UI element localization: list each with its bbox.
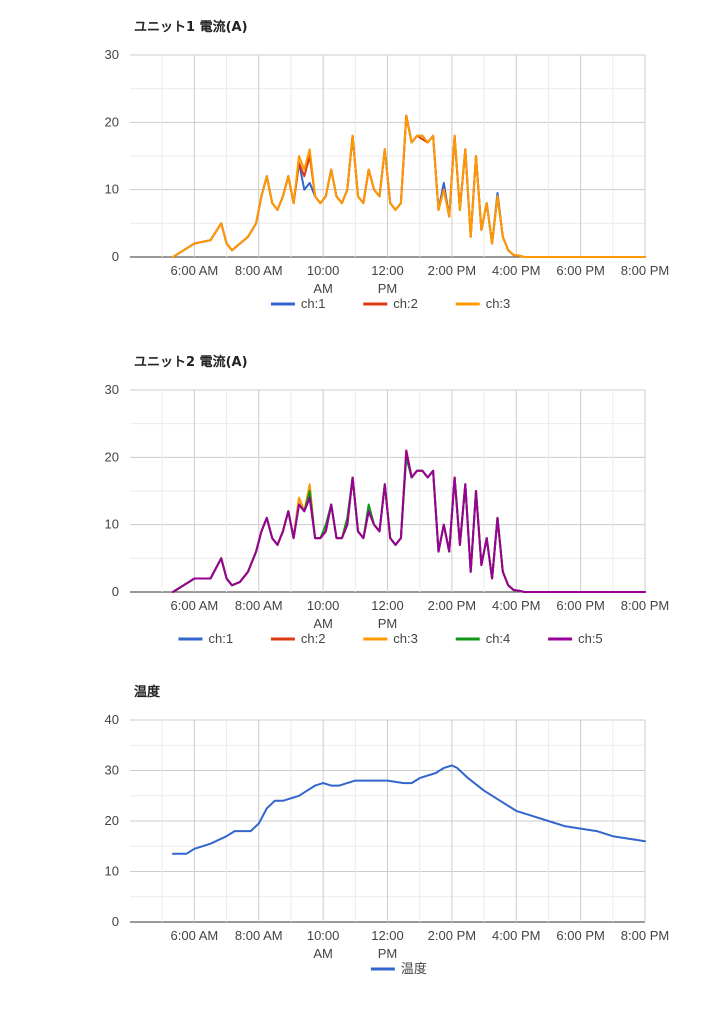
y-tick-label: 20: [105, 114, 119, 129]
y-tick-label: 0: [112, 914, 119, 929]
chart-title: ユニット2 電流(A): [134, 355, 248, 370]
x-tick-label: 8:00 AM: [235, 263, 283, 278]
chart-svg: 0 10 20 30 6:00 AM 8:00 AM 10:00 AM 12:00 PM 2:00 …: [105, 382, 670, 646]
y-tick-label: 20: [105, 449, 119, 464]
chart-unit1-current: ユニット1 電流(A) 0 10 20 30 6:00 AM 8:00 AM 10:00 AM…: [0, 0, 718, 330]
chart-title: ユニット1 電流(A): [134, 20, 248, 35]
x-tick-label: 8:00 PM: [621, 928, 669, 943]
legend-label[interactable]: 温度: [401, 961, 427, 976]
legend-label[interactable]: ch:1: [301, 296, 326, 311]
chart-temperature: 温度 0 10 20 30 40 6:00 AM 8:00 AM 10:00 AM 12:00 PM…: [0, 665, 718, 995]
legend-label[interactable]: ch:2: [393, 296, 418, 311]
y-tick-label: 10: [105, 182, 119, 197]
x-tick-label: 6:00 AM: [171, 263, 219, 278]
legend-label[interactable]: ch:2: [301, 631, 326, 646]
series-line-ch5: [171, 449, 646, 593]
x-tick-label: 2:00 PM: [428, 263, 476, 278]
x-tick-label: 12:00 PM: [371, 263, 404, 296]
y-tick-label: 30: [105, 763, 119, 778]
series-line-ch1: [171, 449, 646, 593]
legend-label[interactable]: ch:3: [393, 631, 418, 646]
y-tick-label: 0: [112, 249, 119, 264]
series-line-ch1: [171, 114, 646, 258]
chart-svg: 0 10 20 30 40 6:00 AM 8:00 AM 10:00 AM 12:00 PM 2:0…: [105, 712, 670, 976]
series-line-ch2: [171, 114, 646, 258]
y-tick-label: 20: [105, 813, 119, 828]
x-tick-label: 4:00 PM: [492, 263, 540, 278]
y-tick-label: 40: [105, 712, 119, 727]
series-line-temp: [171, 764, 646, 855]
x-tick-label: 8:00 AM: [235, 598, 283, 613]
x-tick-label: 6:00 PM: [556, 928, 604, 943]
x-tick-label: 2:00 PM: [428, 598, 476, 613]
y-tick-label: 30: [105, 382, 119, 397]
x-tick-label: 10:00 AM: [307, 598, 340, 631]
chart-title: 温度: [134, 685, 161, 700]
chart-unit2-current: ユニット2 電流(A) 0 10 20 30 6:00 AM 8:00 AM 10:00 AM…: [0, 335, 718, 665]
x-tick-label: 4:00 PM: [492, 598, 540, 613]
x-tick-label: 8:00 AM: [235, 928, 283, 943]
x-tick-label: 6:00 PM: [556, 263, 604, 278]
y-tick-label: 30: [105, 47, 119, 62]
series-line-ch3: [171, 114, 646, 258]
series-line-ch2: [171, 449, 646, 593]
y-tick-label: 10: [105, 864, 119, 879]
legend-label[interactable]: ch:4: [486, 631, 511, 646]
y-tick-label: 10: [105, 517, 119, 532]
series-line-ch3: [171, 449, 646, 593]
x-tick-label: 6:00 AM: [171, 928, 219, 943]
x-tick-label: 8:00 PM: [621, 263, 669, 278]
x-tick-label: 4:00 PM: [492, 928, 540, 943]
legend-label[interactable]: ch:5: [578, 631, 603, 646]
x-tick-label: 6:00 AM: [171, 598, 219, 613]
x-tick-label: 6:00 PM: [556, 598, 604, 613]
y-tick-label: 0: [112, 584, 119, 599]
legend-label[interactable]: ch:3: [486, 296, 511, 311]
x-tick-label: 12:00 PM: [371, 598, 404, 631]
x-tick-label: 12:00 PM: [371, 928, 404, 961]
chart-svg: 0 10 20 30 6:00 AM 8:00 AM 10:00 AM 12:00 PM 2:00 …: [105, 47, 670, 311]
legend-label[interactable]: ch:1: [209, 631, 234, 646]
x-tick-label: 8:00 PM: [621, 598, 669, 613]
x-tick-label: 10:00 AM: [307, 263, 340, 296]
x-tick-label: 10:00 AM: [307, 928, 340, 961]
x-tick-label: 2:00 PM: [428, 928, 476, 943]
